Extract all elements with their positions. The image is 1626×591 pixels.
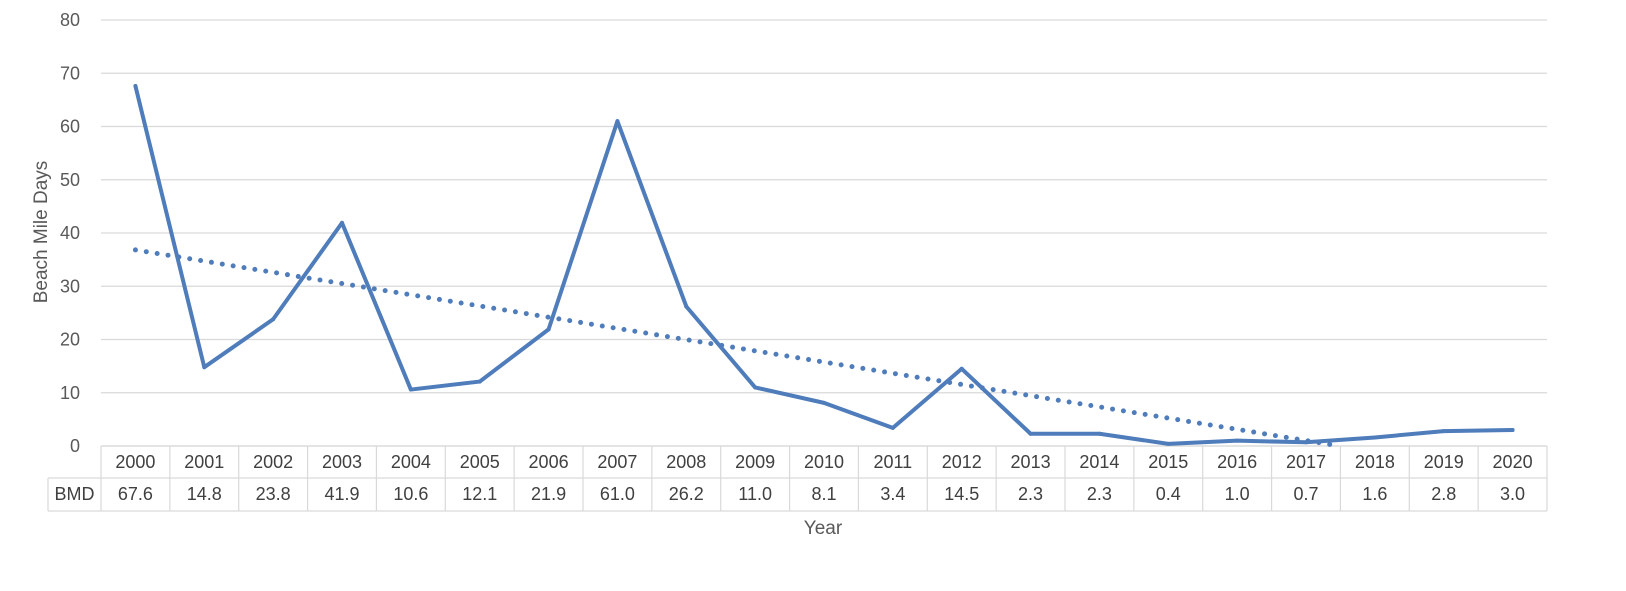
data-label: 2.3 — [1087, 484, 1112, 504]
data-point — [271, 317, 276, 322]
data-label: 12.1 — [462, 484, 497, 504]
y-tick-label: 0 — [70, 436, 80, 456]
data-label: 1.0 — [1225, 484, 1250, 504]
data-point — [340, 220, 344, 225]
x-tick-label: 2000 — [115, 452, 155, 472]
x-tick-label: 2008 — [666, 452, 706, 472]
y-tick-label: 10 — [60, 383, 80, 403]
data-point — [408, 387, 413, 392]
data-point — [477, 379, 482, 384]
data-label: 2.3 — [1018, 484, 1043, 504]
data-label: 21.9 — [531, 484, 566, 504]
data-label: 14.5 — [944, 484, 979, 504]
y-tick-label: 60 — [60, 117, 80, 137]
x-tick-label: 2019 — [1424, 452, 1464, 472]
data-point — [684, 304, 689, 309]
data-label: 0.4 — [1156, 484, 1181, 504]
data-point — [1304, 440, 1308, 445]
data-label: 2.8 — [1431, 484, 1456, 504]
data-label: 8.1 — [811, 484, 836, 504]
x-tick-label: 2005 — [460, 452, 500, 472]
data-point — [1028, 431, 1033, 436]
trendline-group — [132, 247, 1342, 449]
x-tick-label: 2015 — [1148, 452, 1188, 472]
data-point — [546, 327, 551, 332]
data-label: 11.0 — [738, 484, 772, 504]
data-point — [890, 425, 895, 430]
x-tick-label: 2002 — [253, 452, 293, 472]
data-label: 0.7 — [1293, 484, 1318, 504]
data-point — [615, 119, 620, 124]
x-tick-label: 2006 — [529, 452, 569, 472]
x-tick-label: 2012 — [942, 452, 982, 472]
data-point — [133, 84, 138, 89]
data-label: 1.6 — [1362, 484, 1387, 504]
data-label: 61.0 — [600, 484, 635, 504]
y-tick-label: 50 — [60, 170, 80, 190]
x-tick-label: 2020 — [1493, 452, 1533, 472]
data-point — [753, 385, 758, 390]
data-label: 26.2 — [669, 484, 704, 504]
x-tick-label: 2014 — [1079, 452, 1119, 472]
x-tick-label: 2018 — [1355, 452, 1395, 472]
y-tick-label: 20 — [60, 330, 80, 350]
data-table: BMD 2000 67.6 2001 14.8 2002 23.8 2003 41.9 2004 1… — [47, 445, 1548, 512]
data-point — [1097, 431, 1102, 436]
table-series-label: BMD — [55, 484, 95, 504]
x-tick-label: 2011 — [873, 452, 912, 472]
data-label: 41.9 — [324, 484, 359, 504]
data-point — [1510, 428, 1515, 433]
data-label: 10.6 — [393, 484, 428, 504]
data-label: 23.8 — [256, 484, 291, 504]
y-tick-label: 30 — [60, 276, 80, 296]
y-tick-label: 80 — [60, 10, 80, 30]
x-tick-label: 2004 — [391, 452, 431, 472]
data-point — [1441, 429, 1446, 434]
data-point — [1372, 435, 1377, 440]
y-axis-title: Beach Mile Days — [31, 161, 52, 304]
x-tick-label: 2009 — [735, 452, 775, 472]
y-tick-label: 40 — [60, 223, 80, 243]
y-tick-label: 70 — [60, 63, 80, 83]
x-tick-label: 2007 — [597, 452, 637, 472]
trendline — [132, 247, 1342, 449]
x-axis-title: Year — [804, 518, 843, 539]
x-tick-label: 2013 — [1011, 452, 1051, 472]
series-group — [133, 84, 1515, 446]
data-point — [1166, 441, 1171, 446]
x-tick-label: 2016 — [1217, 452, 1257, 472]
x-tick-label: 2003 — [322, 452, 362, 472]
data-point — [959, 366, 964, 371]
x-tick-label: 2001 — [184, 452, 224, 472]
data-point — [202, 365, 207, 370]
data-point — [822, 400, 826, 405]
data-point — [1235, 438, 1240, 443]
x-tick-label: 2010 — [804, 452, 844, 472]
x-tick-label: 2017 — [1286, 452, 1326, 472]
data-label: 14.8 — [187, 484, 222, 504]
data-label: 3.4 — [880, 484, 905, 504]
data-label: 67.6 — [118, 484, 153, 504]
y-axis-ticks: 0 10 20 30 40 50 60 70 80 — [60, 10, 80, 456]
gridlines — [101, 19, 1547, 447]
data-label: 3.0 — [1500, 484, 1525, 504]
series-line-bmd — [133, 84, 1515, 446]
